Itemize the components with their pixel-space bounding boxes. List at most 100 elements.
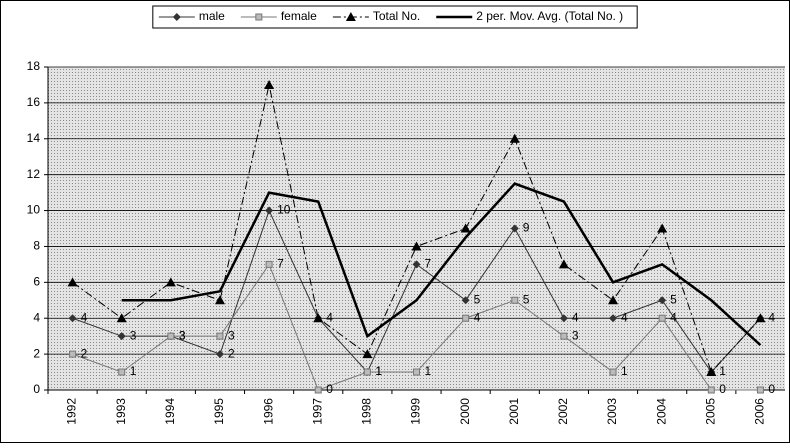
marker <box>345 12 356 21</box>
data-label: 0 <box>768 382 775 396</box>
data-label: 1 <box>130 364 137 378</box>
legend-label: Total No. <box>373 9 420 23</box>
x-tick-label: 1994 <box>163 398 177 425</box>
marker <box>461 296 470 305</box>
marker <box>68 314 77 323</box>
y-tick-label: 14 <box>27 131 41 145</box>
marker <box>756 386 764 394</box>
x-tick-label: 2000 <box>458 398 472 425</box>
data-label: 4 <box>768 310 775 324</box>
data-label: 3 <box>179 328 186 342</box>
data-label: 3 <box>228 328 235 342</box>
data-label: 2 <box>81 346 88 360</box>
y-tick-label: 8 <box>33 239 40 253</box>
data-label: 7 <box>425 257 432 271</box>
marker <box>265 206 274 215</box>
marker <box>116 313 127 323</box>
x-tick-label: 1995 <box>212 398 226 425</box>
legend-box <box>152 5 638 29</box>
marker <box>658 296 667 305</box>
y-tick-label: 0 <box>33 382 40 396</box>
marker <box>172 13 181 21</box>
marker <box>264 79 275 89</box>
x-tick-label: 2006 <box>753 398 767 425</box>
x-tick-label: 1992 <box>65 398 79 425</box>
x-tick-label: 1993 <box>114 398 128 425</box>
marker <box>67 277 78 287</box>
x-tick-label: 1997 <box>310 398 324 425</box>
x-tick-label: 1998 <box>360 398 374 425</box>
data-label: 1 <box>719 364 726 378</box>
data-label: 4 <box>670 310 677 324</box>
y-tick-label: 12 <box>27 167 41 181</box>
data-label: 1 <box>375 364 382 378</box>
data-label: 0 <box>719 382 726 396</box>
data-label: 3 <box>130 328 137 342</box>
x-tick-label: 1999 <box>409 398 423 425</box>
marker <box>255 13 263 21</box>
marker <box>509 133 520 143</box>
x-tick-label: 2005 <box>703 398 717 425</box>
marker <box>216 332 224 340</box>
data-label: 3 <box>572 328 579 342</box>
legend-label: female <box>281 9 317 23</box>
data-label: 1 <box>425 364 432 378</box>
series-line <box>121 182 762 347</box>
y-tick-label: 2 <box>33 346 40 360</box>
x-tick-label: 2003 <box>605 398 619 425</box>
marker <box>117 332 126 341</box>
marker <box>558 259 569 269</box>
legend-item: female <box>240 9 317 23</box>
data-label: 10 <box>277 203 291 217</box>
y-tick-label: 18 <box>27 59 41 73</box>
marker <box>755 313 766 323</box>
data-label: 5 <box>474 292 481 306</box>
x-tick-label: 1996 <box>261 398 275 425</box>
marker <box>411 241 422 251</box>
data-label: 9 <box>523 221 530 235</box>
marker <box>706 367 717 377</box>
data-label: 4 <box>326 310 333 324</box>
marker <box>560 332 568 340</box>
marker <box>69 350 77 358</box>
marker <box>460 223 471 233</box>
data-label: 1 <box>375 364 382 378</box>
marker <box>118 368 126 376</box>
y-tick-label: 4 <box>33 310 40 324</box>
data-label: 4 <box>572 310 579 324</box>
legend: male female Total No. 2 per. Mov. Avg. (Tot… <box>152 5 638 29</box>
data-label: 1 <box>621 364 628 378</box>
data-label: 3 <box>179 328 186 342</box>
legend-label: 2 per. Mov. Avg. (Total No. ) <box>476 9 623 23</box>
marker <box>657 223 668 233</box>
legend-label: male <box>199 9 225 23</box>
marker <box>167 332 175 340</box>
data-label: 4 <box>474 310 481 324</box>
data-label: 0 <box>326 382 333 396</box>
data-label: 4 <box>621 310 628 324</box>
marker <box>609 314 618 323</box>
marker <box>511 296 519 304</box>
marker <box>363 368 371 376</box>
data-label: 4 <box>81 310 88 324</box>
y-tick-label: 10 <box>27 203 41 217</box>
marker <box>215 350 224 359</box>
marker <box>658 314 666 322</box>
legend-item: 2 per. Mov. Avg. (Total No. ) <box>436 9 623 23</box>
data-label: 5 <box>523 292 530 306</box>
data-label: 2 <box>228 346 235 360</box>
data-label: 5 <box>670 292 677 306</box>
marker <box>608 295 619 305</box>
data-label: 7 <box>277 257 284 271</box>
plot-area <box>48 67 785 390</box>
x-tick-label: 2001 <box>507 398 521 425</box>
marker <box>609 368 617 376</box>
marker <box>412 260 421 269</box>
x-tick-label: 2004 <box>654 398 668 425</box>
marker <box>214 295 225 305</box>
marker <box>510 224 519 233</box>
y-tick-label: 16 <box>27 95 41 109</box>
marker <box>165 277 176 287</box>
legend-item: male <box>158 9 225 23</box>
